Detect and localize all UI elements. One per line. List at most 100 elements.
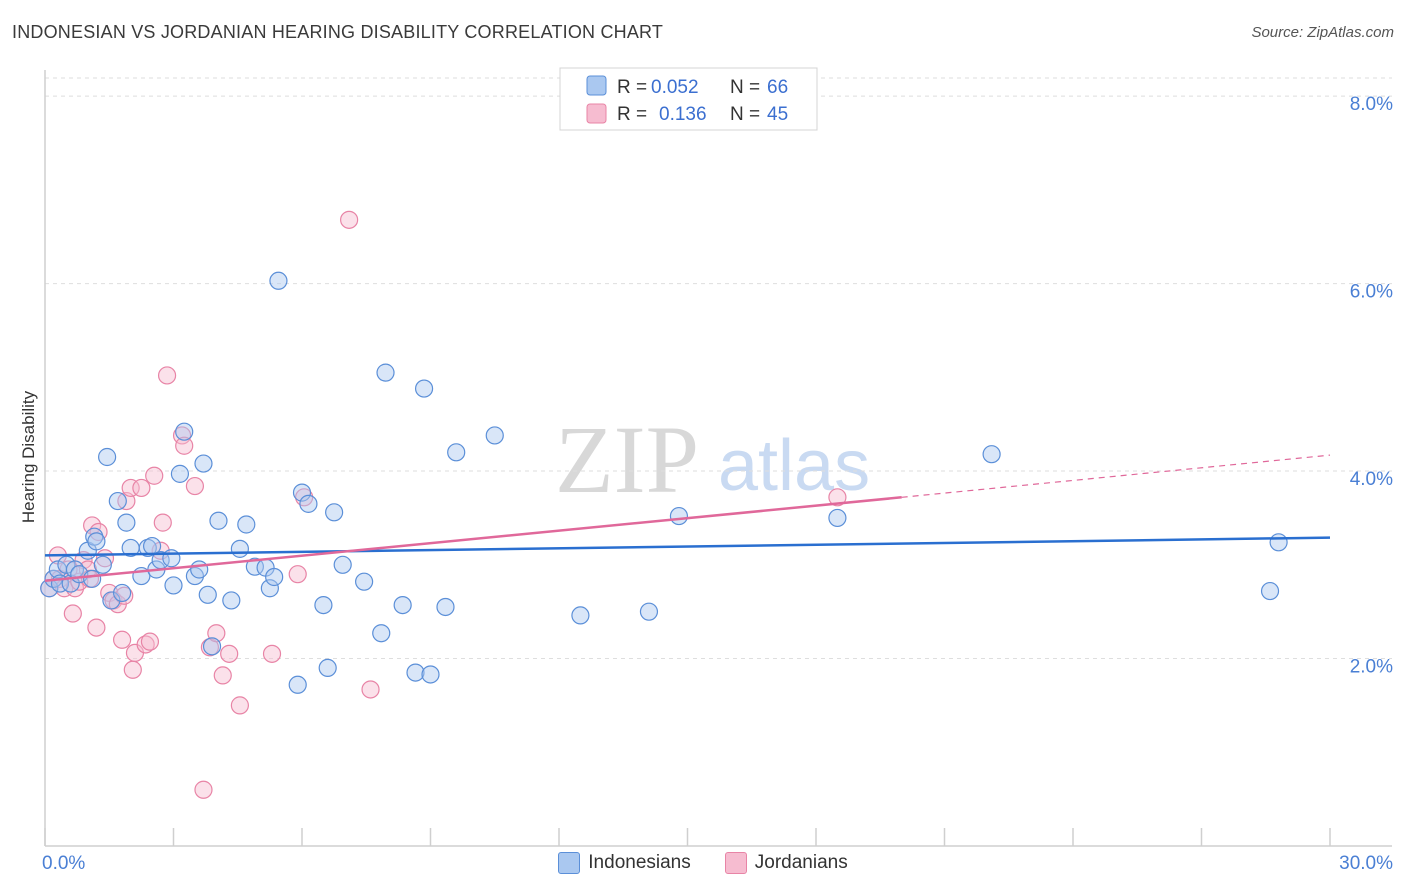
axes: [44, 70, 1392, 847]
indonesians-point-40: [265, 567, 284, 587]
indonesians-point-17: [117, 513, 136, 532]
legend-n-value-1: 66: [767, 77, 788, 98]
jordanians-point-25: [132, 478, 151, 498]
jordanians-point-33: [175, 436, 194, 455]
indonesians-point-27: [175, 422, 194, 441]
indonesians-point-35: [230, 539, 249, 558]
bottom-legend-indonesians[interactable]: Indonesians: [558, 852, 691, 874]
legend-swatch-indonesians: [586, 75, 607, 96]
y-tick-label-0: 2.0%: [1350, 657, 1393, 678]
indonesians-point-49: [355, 572, 374, 591]
y-tick-label-2: 6.0%: [1350, 282, 1393, 303]
indonesians-point-34: [222, 591, 241, 610]
jordanians-point-22: [121, 478, 140, 498]
indonesians-point-57: [447, 443, 466, 462]
indonesians-trend-line: [44, 536, 1331, 557]
indonesians-point-47: [325, 503, 344, 522]
x-tick-label-1: 30.0%: [1339, 853, 1393, 874]
jordanians-point-39: [220, 644, 239, 663]
legend-r-value-2: 0.136: [659, 104, 707, 125]
jordanians-point-45: [361, 680, 380, 699]
gridlines: [45, 77, 1392, 660]
bottom-legend: Indonesians Jordanians: [0, 852, 1406, 874]
indonesians-point-14: [102, 591, 121, 610]
jordanians-point-44: [340, 210, 359, 229]
legend-r-label-1: R =: [617, 77, 647, 98]
indonesians-point-42: [288, 675, 307, 694]
trend-lines: [44, 454, 1331, 582]
indonesians-point-41: [269, 271, 288, 290]
indonesians-point-53: [406, 663, 425, 682]
jordanians-point-27: [140, 632, 160, 651]
indonesians-point-11: [87, 532, 106, 551]
jordanians-point-13: [87, 618, 106, 637]
indonesians-point-44: [299, 494, 318, 513]
x-tick-label-0: 0.0%: [42, 853, 85, 874]
indonesians-point-33: [209, 511, 228, 530]
bottom-legend-jordanians[interactable]: Jordanians: [724, 852, 848, 874]
indonesians-point-62: [828, 508, 847, 528]
legend-r-value-1: 0.052: [651, 77, 699, 98]
jordanians-point-31: [157, 366, 177, 385]
indonesians-point-50: [372, 624, 391, 643]
indonesians-point-63: [982, 445, 1001, 464]
indonesians-point-45: [314, 596, 333, 615]
indonesians-point-56: [436, 597, 455, 617]
jordanians-swatch: [724, 852, 747, 874]
legend-n-label-1: N =: [730, 77, 760, 98]
indonesians-point-32: [202, 637, 222, 656]
indonesians-point-59: [571, 606, 590, 625]
legend-swatch-jordanians: [586, 103, 607, 124]
indonesians-point-48: [333, 555, 352, 574]
y-tick-label-1: 4.0%: [1350, 469, 1393, 490]
indonesians-point-13: [98, 447, 117, 467]
indonesians-point-54: [414, 379, 434, 398]
indonesians-point-31: [198, 585, 217, 604]
indonesians-point-9: [83, 569, 102, 588]
bottom-legend-label-indonesians: Indonesians: [588, 852, 691, 873]
bottom-legend-label-jordanians: Jordanians: [754, 852, 848, 873]
legend-r-label-2: R =: [617, 104, 647, 125]
indonesians-point-65: [1269, 533, 1288, 552]
jordanians-point-28: [145, 466, 164, 485]
indonesians-point-30: [194, 454, 213, 473]
indonesians-point-52: [393, 596, 412, 615]
indonesians-point-12: [93, 555, 112, 574]
indonesians-point-29: [190, 560, 209, 579]
indonesians-swatch: [558, 852, 581, 874]
jordanians-point-6: [63, 604, 82, 623]
legend-n-label-2: N =: [730, 104, 760, 125]
jordanians-point-46: [828, 488, 847, 507]
indonesians-point-39: [260, 579, 279, 598]
watermark-zip: ZIP: [555, 406, 699, 513]
jordanians-point-42: [288, 565, 307, 584]
jordanians-point-35: [194, 780, 213, 799]
indonesians-point-61: [669, 506, 689, 526]
jordanians-point-19: [112, 630, 132, 649]
jordanians-trend-extension: [901, 454, 1331, 498]
indonesians-point-10: [85, 527, 104, 546]
indonesians-point-25: [164, 576, 183, 595]
indonesians-point-60: [639, 602, 659, 621]
y-tick-label-3: 8.0%: [1350, 94, 1393, 115]
x-ticks: [44, 828, 1331, 846]
x-tick-labels: 0.0% 30.0%: [42, 853, 1393, 874]
jordanians-trend-line: [44, 496, 902, 582]
chart-title: INDONESIAN VS JORDANIAN HEARING DISABILI…: [12, 22, 664, 42]
jordanians-point-40: [230, 696, 249, 715]
indonesians-point-15: [108, 491, 127, 511]
legend: R = 0.052 N = 66 R = 0.136 N = 45: [559, 67, 818, 131]
y-axis-label: Hearing Disability: [19, 390, 38, 523]
indonesians-point-16: [112, 583, 132, 603]
jordanians-point-23: [123, 660, 142, 679]
indonesians-point-58: [485, 426, 504, 445]
indonesians-point-26: [170, 464, 190, 483]
source-label: Source: ZipAtlas.com: [1251, 24, 1394, 41]
legend-n-value-2: 45: [767, 104, 788, 125]
jordanians-point-41: [262, 644, 282, 663]
indonesians-point-55: [421, 665, 440, 684]
jordanians-point-30: [153, 513, 172, 532]
indonesians-point-24: [162, 549, 181, 568]
indonesians-point-36: [237, 515, 256, 534]
indonesians-point-64: [1260, 581, 1280, 601]
